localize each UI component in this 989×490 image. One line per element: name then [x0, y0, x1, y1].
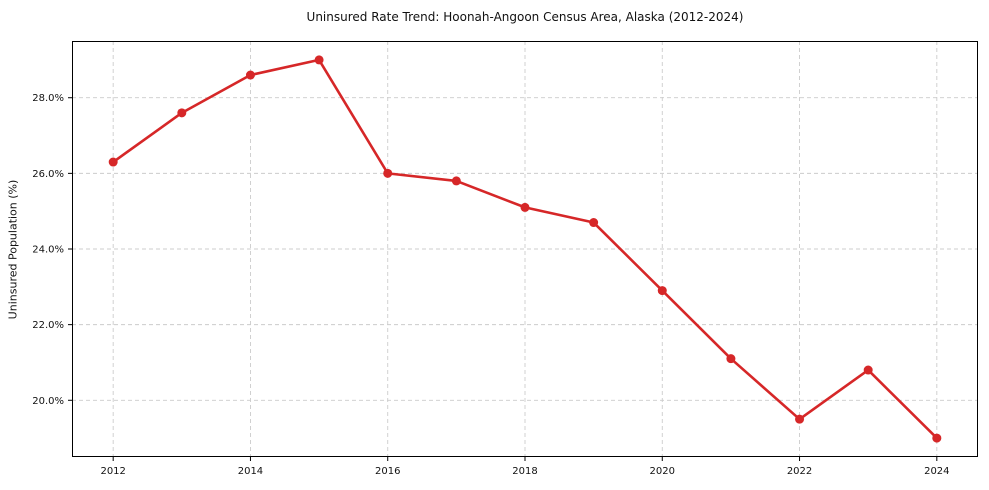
y-tick-label: 28.0%	[32, 93, 64, 104]
data-point	[726, 354, 736, 364]
x-tick-label: 2012	[100, 466, 125, 477]
axis-ticks	[68, 97, 938, 461]
data-point	[314, 55, 324, 65]
x-tick-label: 2018	[512, 466, 537, 477]
chart-title: Uninsured Rate Trend: Hoonah-Angoon Cens…	[306, 10, 744, 24]
x-tick-label: 2024	[924, 466, 949, 477]
plot-border	[72, 41, 978, 457]
data-point	[383, 168, 393, 178]
data-point	[245, 70, 255, 80]
y-tick-label: 24.0%	[32, 245, 64, 256]
data-point	[657, 286, 667, 296]
data-point	[932, 433, 942, 443]
data-point	[451, 176, 461, 186]
data-point	[177, 108, 187, 118]
data-point	[795, 414, 805, 424]
x-tick-label: 2022	[787, 466, 812, 477]
data-point	[589, 218, 599, 228]
x-tick-label: 2014	[238, 466, 263, 477]
y-tick-label: 26.0%	[32, 169, 64, 180]
gridlines	[72, 41, 978, 457]
x-tick-label: 2020	[650, 466, 675, 477]
data-point	[863, 365, 873, 375]
data-point	[108, 157, 118, 167]
y-tick-label: 22.0%	[32, 320, 64, 331]
data-point	[520, 202, 530, 212]
x-tick-label: 2016	[375, 466, 400, 477]
y-tick-label: 20.0%	[32, 396, 64, 407]
